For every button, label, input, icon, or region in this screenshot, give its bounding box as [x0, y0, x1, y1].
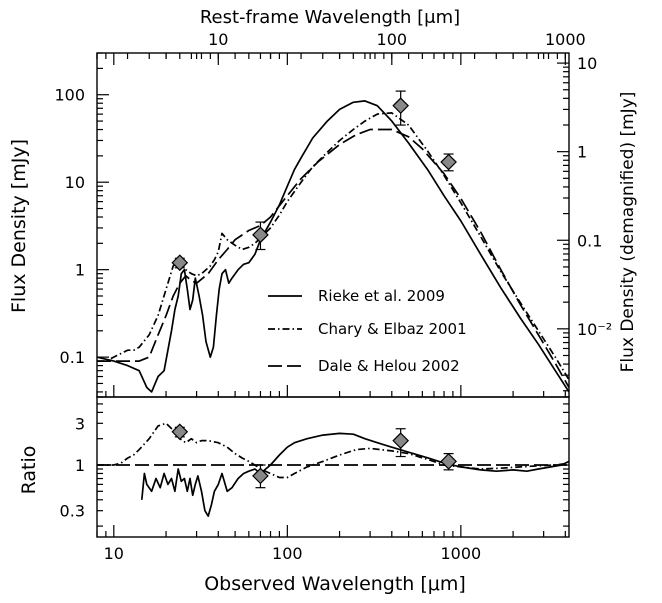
series-group — [97, 422, 569, 517]
series-line-dashed — [97, 128, 569, 388]
top-tick-label: 100 — [377, 30, 408, 49]
plot-frame — [96, 52, 570, 398]
data-point — [440, 453, 457, 470]
bottom-panel: 10 100 1000 0.3 1 3 — [60, 396, 570, 563]
right-axis-label: Flux Density (demagnified) [mJy] — [618, 92, 638, 373]
y-tick-label: 1 — [75, 261, 85, 280]
y-tick-label: 0.3 — [60, 502, 85, 521]
ratio-axis-label: Ratio — [18, 446, 40, 495]
series-group — [97, 100, 569, 393]
right-tick-label: 1 — [577, 143, 587, 162]
series-line-solid — [97, 100, 569, 393]
right-tick-label: 10 — [577, 54, 597, 73]
data-point — [252, 226, 269, 244]
y-tick-label: 10 — [65, 173, 85, 192]
data-point — [252, 467, 269, 485]
top-tick-label: 1000 — [545, 30, 586, 49]
series-line-dashdot — [97, 112, 569, 381]
top-axis-label: Rest-frame Wavelength [μm] — [200, 7, 460, 28]
legend-label: Chary & Elbaz 2001 — [318, 320, 467, 338]
data-point — [440, 153, 457, 171]
x-tick-label: 10 — [104, 544, 124, 563]
y-tick-label: 0.1 — [60, 348, 85, 367]
y-tick-label: 3 — [75, 414, 85, 433]
right-tick-label: 10⁻² — [577, 320, 612, 339]
y-tick-label: 1 — [75, 456, 85, 475]
series-line-solid — [140, 432, 569, 517]
right-tick-label: 0.1 — [577, 231, 602, 250]
x-tick-label: 1000 — [440, 544, 481, 563]
legend-label: Rieke et al. 2009 — [318, 287, 445, 305]
y-axis-label: Flux Density [mJy] — [8, 139, 30, 313]
legend-label: Dale & Helou 2002 — [318, 357, 460, 375]
data-point — [392, 432, 410, 449]
data-point — [171, 423, 189, 441]
top-panel: 0.1 1 10 100 10 100 1000 10⁻² 0.1 1 10 Rieke et al.… — [54, 30, 612, 398]
data-point — [171, 254, 189, 272]
x-tick-label: 100 — [272, 544, 303, 563]
data-point — [392, 97, 410, 115]
plot-frame — [96, 396, 570, 538]
y-tick-label: 100 — [54, 86, 85, 105]
series-line-dashdot — [97, 422, 569, 479]
x-axis-label: Observed Wavelength [μm] — [204, 573, 466, 595]
top-tick-label: 10 — [208, 30, 228, 49]
